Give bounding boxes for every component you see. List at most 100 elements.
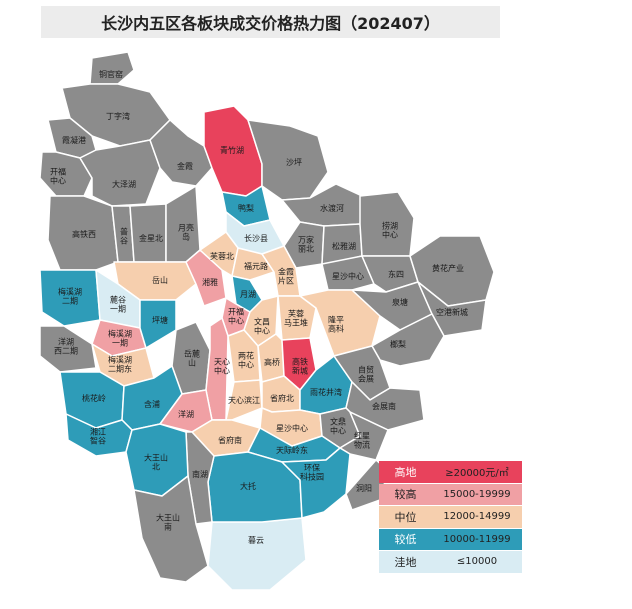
region-label-l25: 福元路: [244, 261, 268, 271]
region-l11: [129, 203, 167, 263]
region-label-l65: 大王山北: [144, 453, 168, 472]
map-title: 长沙内五区各板块成交价格热力图（202407）: [101, 14, 440, 33]
region-label-l48: 洋湖: [178, 409, 194, 419]
region-label-l18: 捞湖中心: [382, 221, 398, 240]
region-l25: [231, 247, 275, 281]
region-label-l34: 芙蓉马王堆: [284, 309, 308, 328]
region-label-l62: 环保科技园: [300, 463, 324, 482]
legend-row-lower: 较低 10000-11999: [379, 528, 522, 550]
legend-row-mid: 中位 12000-14999: [379, 506, 522, 528]
region-label-l16: 长沙县: [244, 233, 268, 243]
region-label-l41: 天心中心: [214, 358, 230, 376]
region-l34: [277, 295, 317, 341]
region-l45: [371, 313, 445, 367]
region-label-l22: 岳山: [152, 275, 168, 285]
region-label-l35: 隆平高科: [328, 315, 344, 334]
legend-range-mid: 12000-14999: [432, 506, 522, 528]
region-l38: [39, 325, 97, 373]
region-label-l57: 文鼎中心: [330, 417, 346, 436]
region-label-l24: 芙蓉北: [210, 251, 234, 261]
region-label-l11: 金星北: [139, 233, 163, 243]
region-l15: [283, 221, 325, 269]
region-l66: [133, 475, 209, 583]
legend-name-higher: 较高: [379, 483, 432, 505]
region-label-l58: 红星物流: [354, 431, 370, 450]
region-label-l27: 梅溪湖二期: [58, 287, 82, 306]
legend-name-mid: 中位: [379, 506, 432, 528]
region-label-l15: 万家丽北: [298, 235, 314, 254]
region-label-l20: 东四: [388, 269, 404, 279]
legend-row-high: 高地 ≥20000元/㎡: [379, 461, 522, 483]
region-label-l44: 高铁新城: [292, 357, 308, 376]
region-label-l8: 沙坪: [286, 158, 302, 167]
region-label-l47: 含浦: [144, 399, 160, 409]
region-label-l17: 松雅湖: [332, 241, 356, 251]
region-label-l46: 桃花岭: [82, 393, 106, 403]
region-label-l45: 榔梨: [390, 339, 406, 349]
region-l42: [227, 329, 261, 383]
region-label-l36: 泉塘: [392, 297, 408, 307]
region-l5: [79, 139, 161, 207]
legend-name-lower: 较低: [379, 528, 432, 550]
legend-range-higher: 15000-19999: [432, 483, 522, 505]
region-label-l4: 开福中心: [50, 168, 66, 186]
legend-range-lower: 10000-11999: [432, 528, 522, 550]
region-label-l1: 铜官窑: [99, 69, 123, 79]
region-l35: [299, 289, 381, 357]
region-l4: [39, 151, 93, 197]
region-label-l3: 霞凝港: [62, 135, 86, 145]
region-l9: [47, 195, 119, 271]
legend-row-low: 洼地 ≤10000: [379, 551, 522, 573]
region-label-l64: 洞阳: [356, 483, 372, 493]
region-label-l6: 金霞: [177, 161, 193, 171]
region-label-l59: 天际岭东: [276, 445, 308, 455]
region-label-l42: 两花中心: [238, 351, 254, 370]
legend-range-low: ≤10000: [432, 551, 522, 573]
region-label-l39: 梅溪湖二期东: [108, 355, 132, 374]
region-label-l63: 南湖: [192, 469, 208, 479]
region-l19: [321, 255, 375, 291]
region-label-l55: 省府南: [218, 435, 242, 445]
region-label-l5: 大泽湖: [112, 179, 136, 189]
legend-row-higher: 较高 15000-19999: [379, 483, 522, 505]
region-label-l10: 普谷: [120, 227, 128, 246]
region-label-l32: 开福中心: [228, 308, 244, 326]
region-label-l37: 空港新城: [436, 307, 468, 317]
region-label-l53: 会展南: [372, 401, 396, 411]
title-bar: 长沙内五区各板块成交价格热力图（202407）: [41, 6, 500, 38]
region-label-l23: 湘雅: [202, 277, 218, 287]
legend-range-high: ≥20000元/㎡: [432, 461, 522, 483]
region-label-l49: 天心滨江: [228, 395, 260, 405]
region-label-l38: 洋湖西二期: [54, 337, 78, 356]
region-label-l54: 湘江智谷: [90, 427, 106, 446]
region-label-l19: 星沙中心: [332, 271, 364, 281]
region-label-l21: 黄花产业: [432, 263, 464, 273]
region-l27: [39, 269, 101, 327]
region-label-l29: 梅溪湖一期: [108, 329, 132, 348]
legend-name-low: 洼地: [379, 551, 432, 573]
region-label-l28: 麓谷一期: [110, 295, 126, 314]
region-label-l66: 大王山南: [156, 513, 180, 532]
region-label-l40: 岳麓山: [184, 349, 200, 368]
region-label-l13: 鸭梨: [238, 203, 254, 213]
region-label-l51: 雨花井湾: [310, 387, 342, 397]
legend-name-high: 高地: [379, 461, 432, 483]
region-l1: [89, 51, 135, 85]
region-l30: [139, 299, 177, 349]
region-label-l14: 水渡河: [320, 203, 344, 213]
region-label-l56: 星沙中心: [276, 423, 308, 433]
region-label-l60: 暮云: [248, 535, 264, 545]
region-label-l61: 大托: [240, 481, 256, 491]
region-label-l43: 高桥: [264, 357, 280, 367]
legend: 高地 ≥20000元/㎡ 较高 15000-19999 中位 12000-149…: [379, 461, 522, 574]
region-label-l50: 省府北: [270, 393, 294, 403]
region-label-l7: 青竹湖: [220, 145, 244, 155]
region-label-l26: 金霞片区: [278, 267, 294, 286]
region-label-l2: 丁字湾: [106, 111, 130, 121]
region-l48: [159, 389, 213, 433]
region-label-l33: 文昌中心: [254, 317, 270, 336]
region-label-l9: 高铁西: [72, 229, 96, 239]
region-label-l12: 月亮岛: [178, 223, 194, 242]
region-l60: [207, 517, 307, 591]
